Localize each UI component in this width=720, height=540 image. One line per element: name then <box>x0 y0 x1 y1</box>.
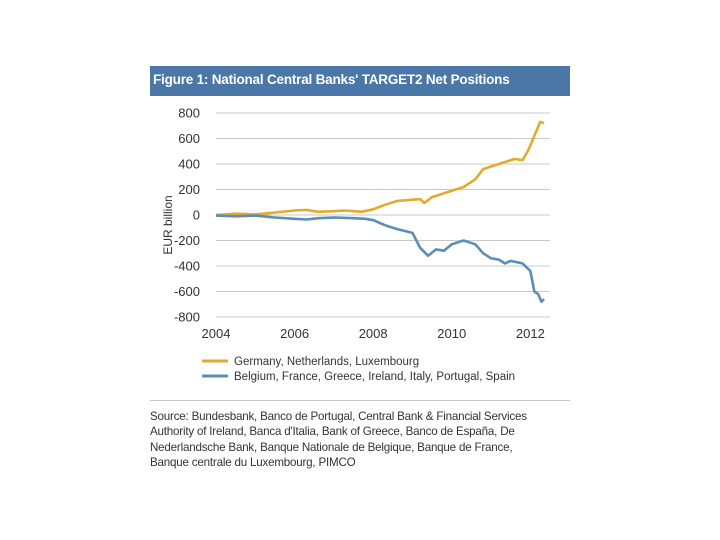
legend: Germany, Netherlands, Luxembourg Belgium,… <box>202 356 515 383</box>
x-tick-label: 2004 <box>202 326 231 341</box>
source-note: Source: Bundesbank, Banco de Portugal, C… <box>150 409 570 470</box>
y-tick-label: -800 <box>174 310 200 325</box>
series-lines <box>215 120 545 303</box>
x-tick-label: 2010 <box>437 326 466 341</box>
series-line-periphery <box>215 214 545 303</box>
y-tick-label: 800 <box>178 106 200 121</box>
y-tick-label: -600 <box>174 284 200 299</box>
y-axis-ticks: 800 600 400 200 0 -200 -400 -600 -800 <box>174 106 200 325</box>
legend-label: Germany, Netherlands, Luxembourg <box>234 356 419 368</box>
source-line: Nederlandsche Bank, Banque Nationale de … <box>150 440 513 454</box>
x-tick-label: 2006 <box>280 326 309 341</box>
y-tick-label: -400 <box>174 259 200 274</box>
source-line: Banque centrale du Luxembourg, PIMCO <box>150 455 356 469</box>
y-axis-label: EUR billion <box>161 195 175 254</box>
divider <box>150 400 570 401</box>
x-tick-label: 2012 <box>516 326 545 341</box>
y-tick-label: 0 <box>193 208 200 223</box>
figure: Figure 1: National Central Banks' TARGET… <box>150 66 570 486</box>
y-tick-label: 400 <box>178 157 200 172</box>
x-axis-ticks: 2004 2006 2008 2010 2012 <box>202 326 545 341</box>
source-line: Source: Bundesbank, Banco de Portugal, C… <box>150 410 527 423</box>
figure-title: Figure 1: National Central Banks' TARGET… <box>153 72 510 87</box>
grid <box>216 112 550 318</box>
figure-title-bar: Figure 1: National Central Banks' TARGET… <box>150 66 570 96</box>
x-tick-label: 2008 <box>359 326 388 341</box>
legend-label: Belgium, France, Greece, Ireland, Italy,… <box>234 371 515 383</box>
source-line: Authority of Ireland, Banca d'Italia, Ba… <box>150 425 515 439</box>
y-tick-label: 200 <box>178 182 200 197</box>
series-line-core <box>215 120 545 217</box>
y-tick-label: 600 <box>178 131 200 146</box>
y-tick-label: -200 <box>174 233 200 248</box>
